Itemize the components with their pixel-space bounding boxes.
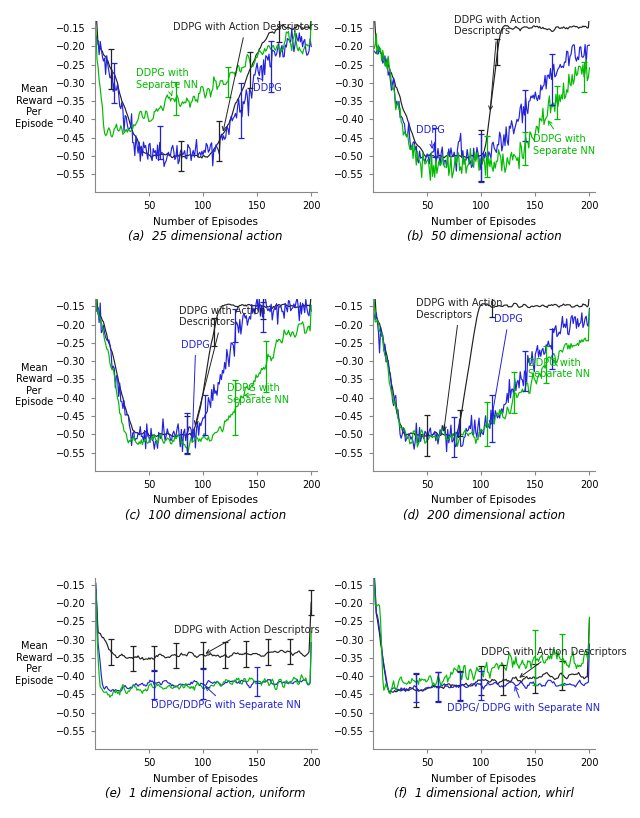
Text: DDPG: DDPG <box>490 314 523 425</box>
Text: DDPG with Action Descriptors: DDPG with Action Descriptors <box>481 647 627 677</box>
Text: DDPG with Action Descriptors: DDPG with Action Descriptors <box>174 626 319 653</box>
Text: DDPG/ DDPG with Separate NN: DDPG/ DDPG with Separate NN <box>447 687 600 713</box>
Y-axis label: Mean
Reward
Per
Episode: Mean Reward Per Episode <box>15 84 53 129</box>
Text: DDPG with
Separate NN: DDPG with Separate NN <box>528 357 590 380</box>
Text: (a)  25 dimensional action: (a) 25 dimensional action <box>129 230 283 243</box>
Text: DDPG with
Separate NN: DDPG with Separate NN <box>227 384 289 405</box>
Text: DDPG/DDPG with Separate NN: DDPG/DDPG with Separate NN <box>151 687 301 710</box>
Y-axis label: Mean
Reward
Per
Episode: Mean Reward Per Episode <box>15 641 53 685</box>
X-axis label: Number of Episodes: Number of Episodes <box>153 217 258 227</box>
Text: DDPG with
Separate NN: DDPG with Separate NN <box>136 69 198 96</box>
X-axis label: Number of Episodes: Number of Episodes <box>431 496 536 506</box>
Text: (e)  1 dimensional action, uniform: (e) 1 dimensional action, uniform <box>106 787 306 800</box>
Text: DDPG with Action
Descriptors: DDPG with Action Descriptors <box>179 306 266 425</box>
X-axis label: Number of Episodes: Number of Episodes <box>153 496 258 506</box>
Y-axis label: Mean
Reward
Per
Episode: Mean Reward Per Episode <box>15 362 53 407</box>
Text: DDPG with Action
Descriptors: DDPG with Action Descriptors <box>454 15 541 110</box>
Text: DDPG: DDPG <box>253 78 282 93</box>
Text: (c)  100 dimensional action: (c) 100 dimensional action <box>125 509 286 522</box>
X-axis label: Number of Episodes: Number of Episodes <box>431 774 536 784</box>
Text: DDPG with Action Descriptors: DDPG with Action Descriptors <box>173 22 318 131</box>
X-axis label: Number of Episodes: Number of Episodes <box>431 217 536 227</box>
Text: DDPG: DDPG <box>416 125 445 148</box>
Text: DDPG with
Separate NN: DDPG with Separate NN <box>533 121 595 155</box>
Text: (d)  200 dimensional action: (d) 200 dimensional action <box>403 509 565 522</box>
Text: DDPG with Action
Descriptors: DDPG with Action Descriptors <box>416 299 503 430</box>
Text: DDPG: DDPG <box>181 339 210 438</box>
Text: (b)  50 dimensional action: (b) 50 dimensional action <box>406 230 561 243</box>
Text: (f)  1 dimensional action, whirl: (f) 1 dimensional action, whirl <box>394 787 574 800</box>
X-axis label: Number of Episodes: Number of Episodes <box>153 774 258 784</box>
